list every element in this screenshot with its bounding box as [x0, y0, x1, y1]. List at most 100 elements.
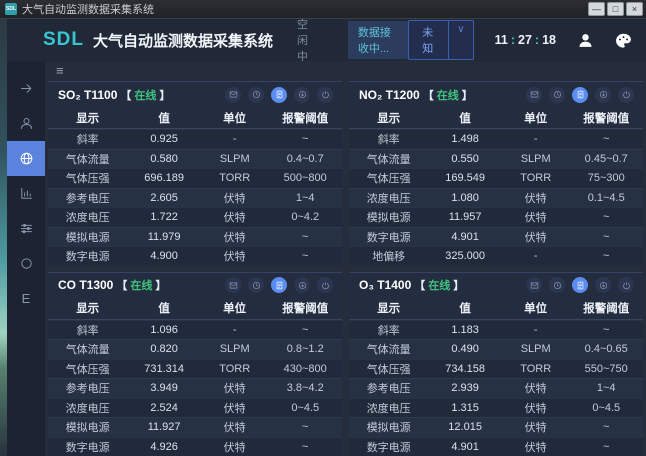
- param-unit: TORR: [219, 362, 251, 375]
- param-alarm-range: ~: [603, 323, 610, 336]
- bar-chart-icon: [20, 188, 32, 199]
- theme-button[interactable]: [615, 31, 632, 49]
- panel-title: CO T1300: [58, 278, 114, 292]
- download-button[interactable]: [595, 277, 611, 293]
- data-report-button[interactable]: [572, 86, 588, 103]
- sidebar-item-monitoring[interactable]: [7, 141, 45, 176]
- table-row: 浓度电压 1.080 伏特 0.1~4.5: [349, 187, 643, 207]
- param-alarm-range: ~: [603, 211, 610, 224]
- chevron-down-icon[interactable]: ∨: [448, 21, 472, 59]
- param-alarm-range: ~: [302, 133, 309, 146]
- clock-hours: 11: [494, 33, 508, 47]
- param-unit: 伏特: [223, 422, 246, 435]
- message-button[interactable]: [225, 86, 241, 103]
- sidebar-item-parameters[interactable]: [7, 211, 45, 246]
- param-label: 气体压强: [65, 363, 110, 376]
- param-value: 734.158: [445, 362, 485, 375]
- bracket-open: 【: [116, 280, 128, 292]
- power-button[interactable]: [618, 86, 634, 103]
- param-unit: TORR: [520, 172, 552, 185]
- param-unit: 伏特: [524, 212, 547, 225]
- column-header: 值: [459, 112, 471, 125]
- download-button[interactable]: [294, 86, 310, 103]
- data-report-button[interactable]: [572, 277, 588, 293]
- data-report-button[interactable]: [271, 86, 287, 103]
- history-button[interactable]: [248, 277, 264, 293]
- param-value: 12.015: [448, 421, 482, 434]
- param-value: 1.315: [451, 401, 479, 414]
- history-button[interactable]: [549, 277, 565, 293]
- minimize-button[interactable]: —: [588, 2, 605, 16]
- param-alarm-range: 1~4: [295, 191, 315, 204]
- station-mode-dropdown[interactable]: 未知 ∨: [408, 20, 474, 60]
- sidebar-nav: E: [7, 61, 45, 456]
- param-value: 11.957: [448, 211, 482, 224]
- param-label: 数字电源: [65, 251, 110, 264]
- analyzer-panel: O₃ T1400 【 在线 】: [349, 271, 643, 456]
- clock-icon: [553, 281, 561, 289]
- power-button[interactable]: [317, 277, 333, 293]
- column-header: 报警阈值: [282, 112, 329, 125]
- clock-icon: [252, 90, 260, 99]
- bracket-close: 】: [155, 280, 167, 292]
- param-alarm-range: 500~800: [283, 172, 327, 185]
- data-report-button[interactable]: [271, 277, 287, 293]
- table-row: 浓度电压 1.315 伏特 0~4.5: [349, 397, 643, 418]
- close-button[interactable]: ×: [626, 2, 643, 16]
- table-row: 斜率 1.183 - ~: [349, 319, 643, 340]
- table-row: 数字电源 4.926 伏特 ~: [48, 436, 342, 456]
- history-button[interactable]: [549, 86, 565, 103]
- download-button[interactable]: [595, 86, 611, 103]
- download-button[interactable]: [294, 277, 310, 293]
- power-button[interactable]: [618, 277, 634, 293]
- menu-toggle-button[interactable]: ≡: [56, 63, 64, 78]
- palette-icon: [616, 33, 631, 48]
- param-label: 气体流量: [366, 344, 411, 357]
- param-alarm-range: ~: [302, 230, 309, 243]
- message-button[interactable]: [526, 86, 542, 103]
- person-icon: [20, 118, 32, 129]
- online-status-badge: 在线: [436, 89, 459, 102]
- param-alarm-range: ~: [603, 440, 610, 453]
- clock-icon: [553, 90, 561, 99]
- param-value: 4.901: [451, 230, 479, 243]
- online-status-badge: 在线: [428, 280, 451, 292]
- user-button[interactable]: [577, 31, 594, 49]
- param-unit: 伏特: [223, 441, 246, 454]
- station-mode-label[interactable]: 未知: [422, 27, 434, 55]
- maximize-button[interactable]: □: [607, 2, 624, 16]
- table-row: 模拟电源 11.927 伏特 ~: [48, 417, 342, 437]
- param-value: 11.979: [147, 230, 181, 243]
- table-row: 参考电压 2.939 伏特 1~4: [349, 378, 643, 398]
- clock-icon: [252, 281, 260, 289]
- message-button[interactable]: [225, 277, 241, 293]
- sidebar-item-users[interactable]: [7, 106, 45, 141]
- param-label: 气体压强: [65, 173, 110, 186]
- sidebar-item-status[interactable]: [7, 246, 45, 281]
- power-button[interactable]: [317, 86, 333, 103]
- panel-title: O₃ T1400: [359, 278, 412, 292]
- bracket-close: 】: [453, 280, 465, 292]
- sidebar-item-charts[interactable]: [7, 176, 45, 211]
- table-row: 气体流量 0.580 SLPM 0.4~0.7: [48, 148, 342, 168]
- param-label: 浓度电压: [65, 402, 110, 415]
- history-button[interactable]: [248, 86, 264, 103]
- app-header: SDL 大气自动监测数据采集系统 空闲中 数据接收中... 未知 ∨ 11:27…: [7, 19, 646, 63]
- param-unit: 伏特: [524, 441, 547, 454]
- envelope-icon: [530, 91, 538, 98]
- table-row: 气体压强 731.314 TORR 430~800: [48, 358, 342, 379]
- param-label: 数字电源: [366, 231, 411, 244]
- param-label: 参考电压: [65, 383, 110, 396]
- envelope-icon: [229, 91, 237, 98]
- param-label: 数字电源: [366, 441, 411, 454]
- param-unit: 伏特: [223, 231, 246, 244]
- param-alarm-range: ~: [603, 421, 610, 434]
- document-icon: [577, 90, 583, 99]
- message-button[interactable]: [526, 277, 542, 293]
- app-logo-icon: SDL: [5, 3, 17, 15]
- param-unit: 伏特: [524, 231, 547, 244]
- param-unit: SLPM: [520, 343, 551, 356]
- sidebar-item-expand[interactable]: [7, 71, 45, 106]
- sidebar-item-logs[interactable]: E: [7, 281, 45, 316]
- param-alarm-range: ~: [302, 250, 309, 263]
